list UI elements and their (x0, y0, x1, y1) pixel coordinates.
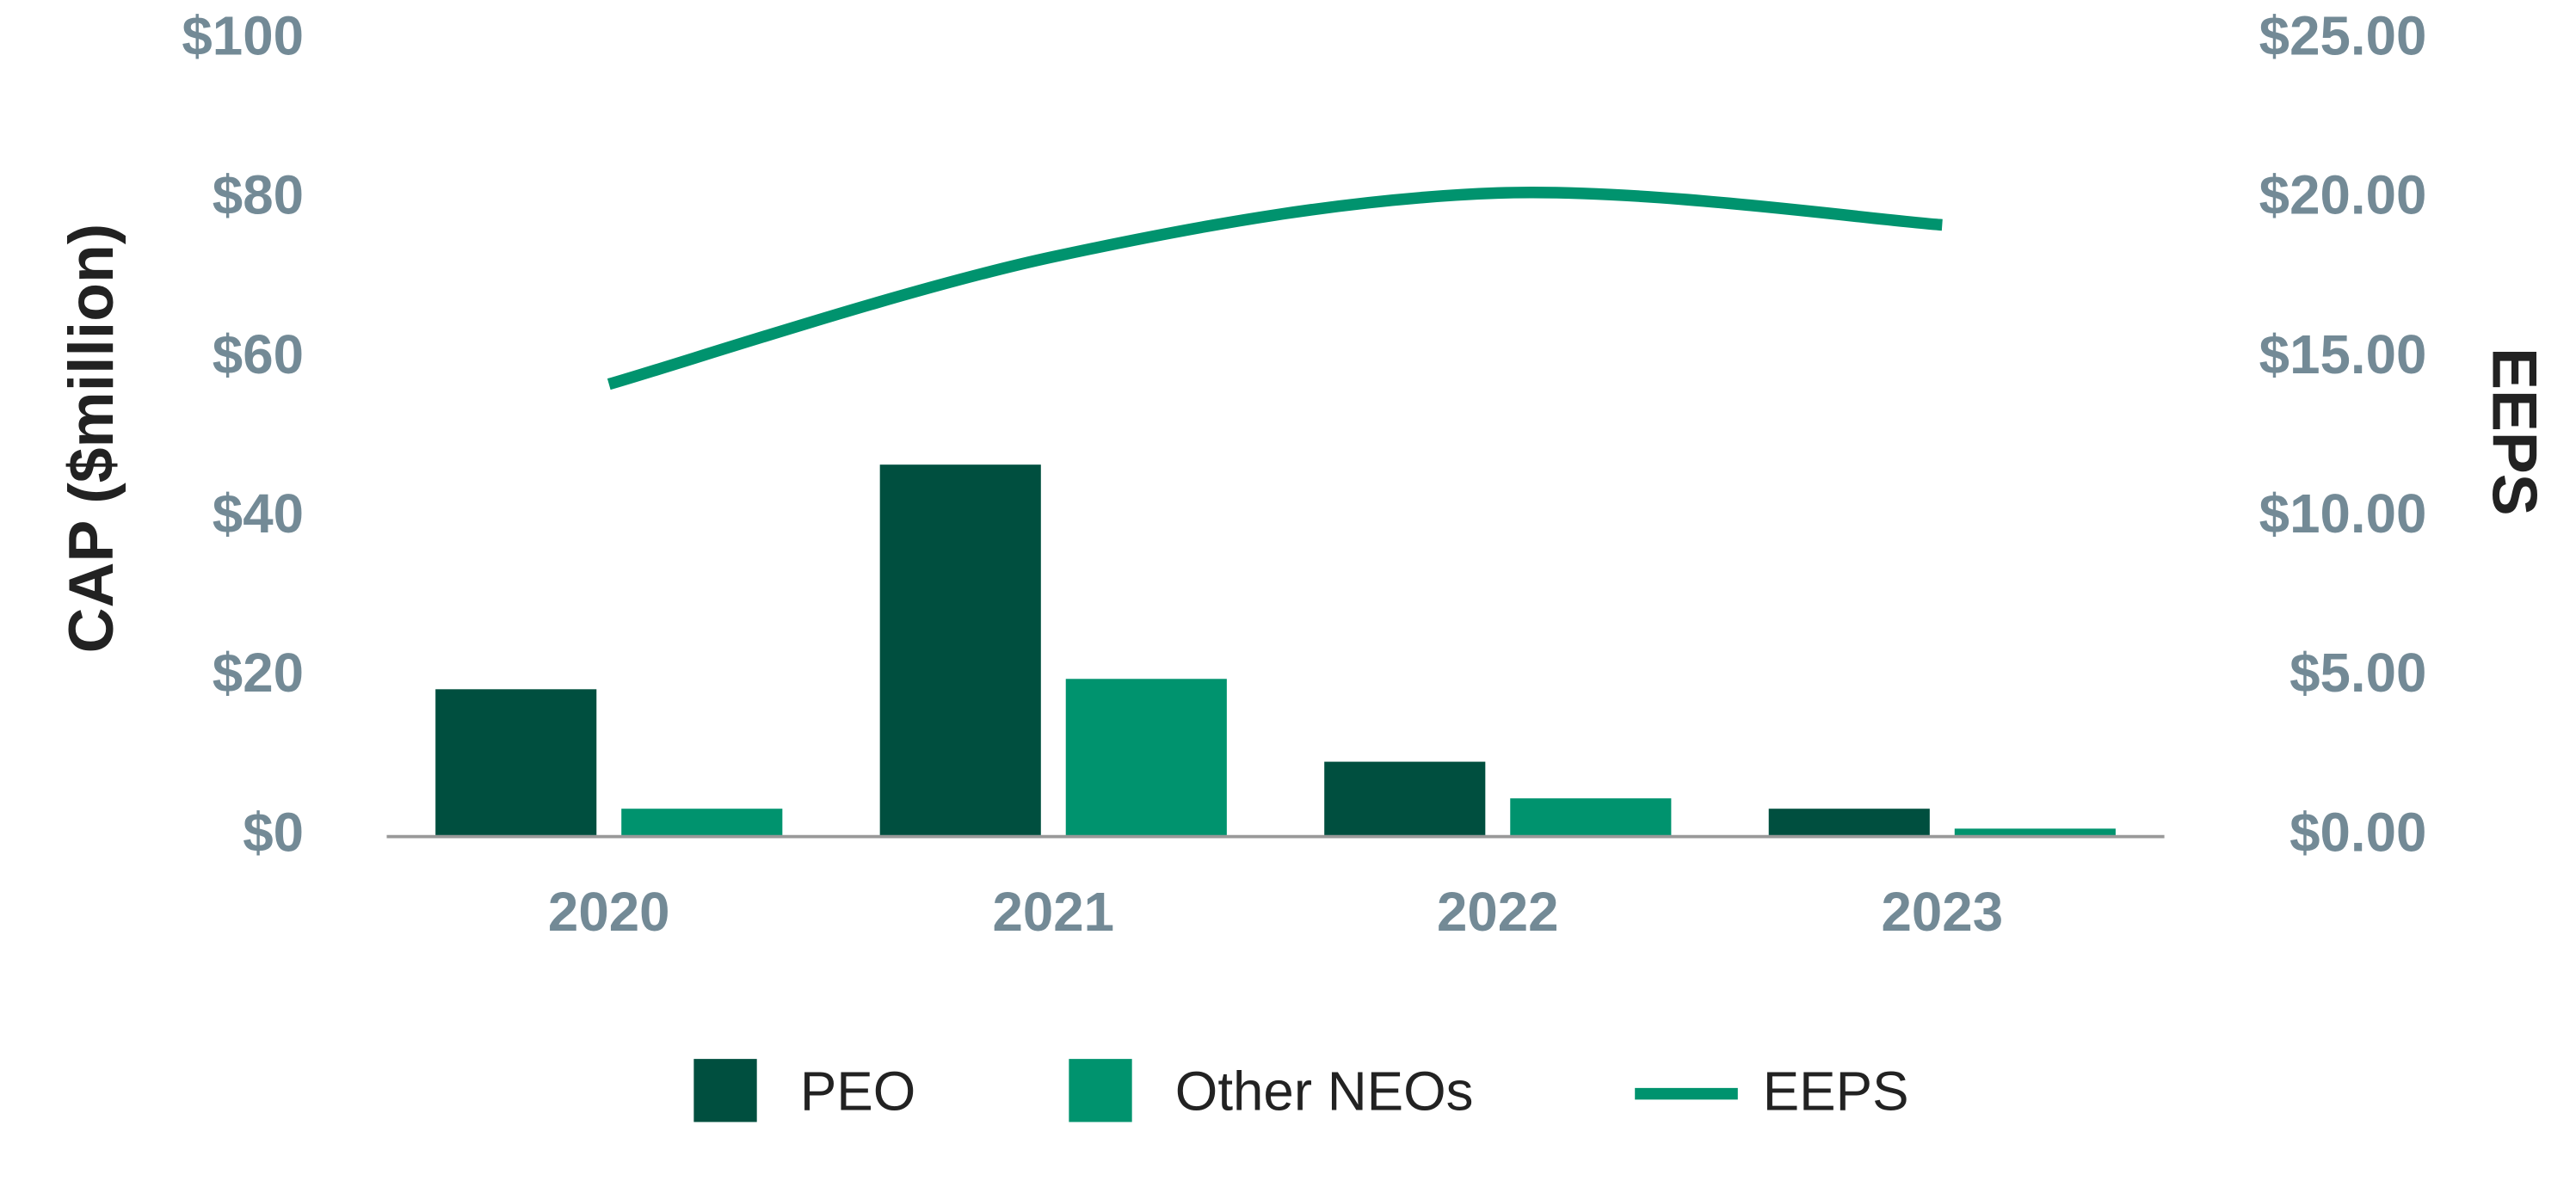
bar (1324, 761, 1486, 837)
y-tick-label: $100 (182, 5, 304, 66)
bar (1065, 679, 1227, 837)
y-tick-label: $20 (213, 643, 304, 704)
bar (879, 464, 1041, 837)
y2-tick-label: $25.00 (2259, 5, 2427, 66)
y2-tick-label: $15.00 (2259, 324, 2427, 385)
x-tick-label: 2022 (1437, 882, 1559, 943)
y2-axis-title: EEPS (2479, 347, 2549, 516)
y2-tick-label: $0.00 (2289, 802, 2426, 863)
y-tick-label: $0 (243, 802, 304, 863)
y-tick-label: $40 (213, 483, 304, 544)
y2-tick-label: $20.00 (2259, 165, 2427, 226)
y2-tick-label: $10.00 (2259, 483, 2427, 544)
legend-label: PEO (800, 1061, 915, 1122)
bar (435, 689, 597, 837)
legend-swatch (693, 1059, 757, 1122)
y-axis-title: CAP ($million) (56, 224, 126, 654)
bar (1954, 828, 2116, 837)
line (607, 186, 1943, 391)
bar (1768, 809, 1930, 837)
bar (1510, 798, 1672, 837)
legend-label: EEPS (1763, 1061, 1909, 1122)
bar (621, 809, 783, 837)
x-tick-label: 2020 (548, 882, 670, 943)
x-tick-label: 2023 (1882, 882, 2004, 943)
legend-swatch (1069, 1059, 1132, 1122)
y2-tick-label: $5.00 (2289, 643, 2426, 704)
legend-label: Other NEOs (1175, 1061, 1474, 1122)
y-tick-label: $80 (213, 165, 304, 226)
x-tick-label: 2021 (992, 882, 1114, 943)
y-tick-label: $60 (213, 324, 304, 385)
